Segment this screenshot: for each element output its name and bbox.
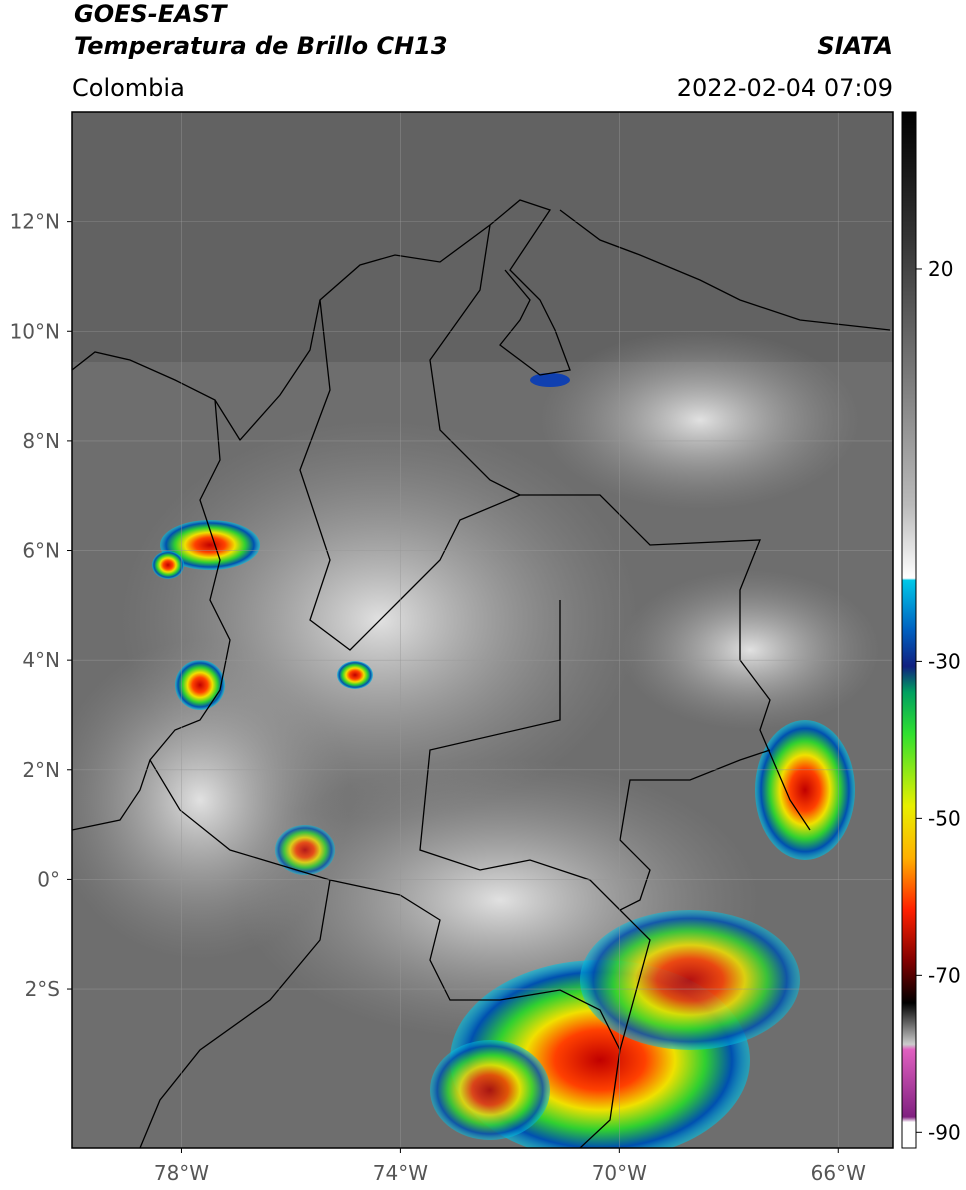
lat-label: 10°N — [10, 319, 60, 343]
region: Colombia — [72, 74, 185, 102]
datetime: 2022-02-04 07:09 — [677, 74, 893, 102]
colorbar-label: 20 — [928, 257, 953, 281]
map-frame — [71, 111, 894, 1149]
graticule — [72, 112, 893, 1148]
lat-label: 8°N — [22, 429, 60, 453]
lat-label: 2°N — [22, 758, 60, 782]
colorbar-label: -90 — [928, 1120, 961, 1144]
colorbar-label: -50 — [928, 806, 961, 830]
lon-label: 78°W — [154, 1161, 209, 1185]
lon-label: 70°W — [592, 1161, 647, 1185]
source: SIATA — [817, 32, 893, 60]
map-image — [72, 112, 893, 1148]
subtitle: Temperatura de Brillo CH13 — [74, 32, 448, 60]
lat-label: 6°N — [22, 539, 60, 563]
lon-label: 74°W — [373, 1161, 428, 1185]
lat-label: 0° — [37, 867, 60, 891]
title: GOES-EAST — [74, 0, 228, 28]
colorbar-label: -30 — [928, 649, 961, 673]
lat-label: 2°S — [25, 977, 60, 1001]
colorbar — [901, 111, 917, 1149]
colorbar-label: -70 — [928, 963, 961, 987]
lat-label: 4°N — [22, 648, 60, 672]
lon-label: 66°W — [811, 1161, 866, 1185]
lat-label: 12°N — [10, 210, 60, 234]
